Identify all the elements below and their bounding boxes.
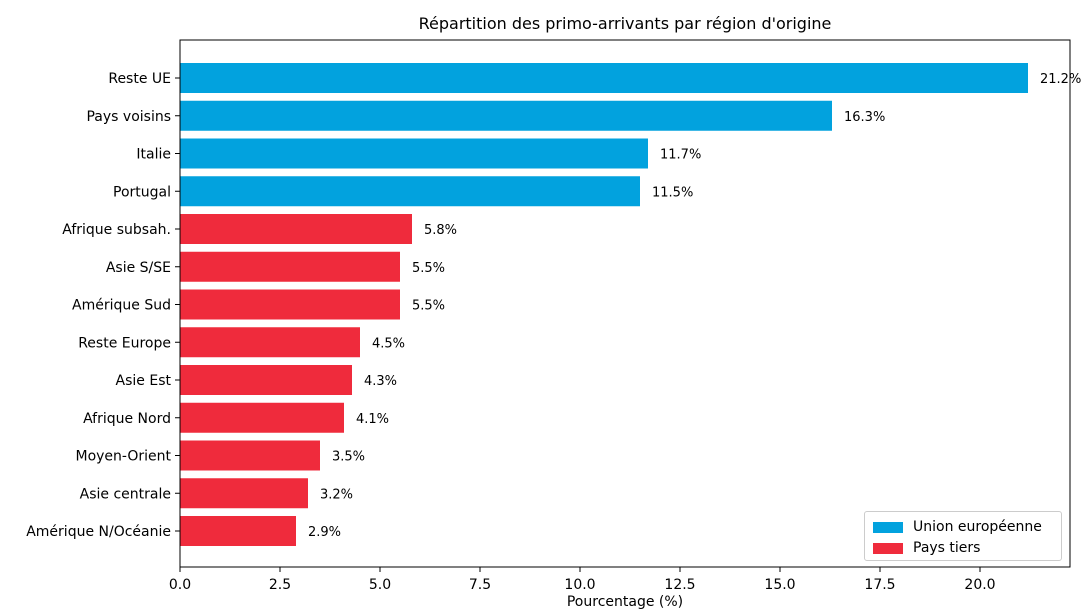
bar — [180, 478, 308, 509]
data-label: 5.8% — [424, 223, 457, 238]
data-label: 3.5% — [332, 450, 365, 465]
y-tick-label: Afrique Nord — [83, 411, 171, 427]
y-tick-label: Moyen-Orient — [76, 449, 172, 465]
bar — [180, 365, 352, 395]
bar — [180, 100, 832, 131]
bar — [180, 289, 400, 320]
y-tick-label: Afrique subsah. — [62, 222, 171, 238]
x-axis-label: Pourcentage (%) — [566, 594, 684, 610]
data-label: 5.5% — [412, 261, 445, 276]
bar — [180, 516, 296, 546]
x-tick-label: 7.5 — [469, 577, 491, 593]
x-tick-label: 0.0 — [169, 577, 191, 593]
legend-swatch-tiers — [873, 542, 903, 554]
bar — [180, 176, 640, 207]
bar — [180, 251, 400, 282]
y-tick-label: Amérique Sud — [72, 298, 171, 314]
chart-title: Répartition des primo-arrivants par régi… — [418, 14, 832, 33]
bar — [180, 402, 344, 433]
y-tick-label: Reste UE — [108, 71, 171, 87]
y-tick-label: Pays voisins — [86, 109, 171, 125]
data-label: 4.1% — [356, 412, 389, 427]
x-tick-label: 5.0 — [369, 577, 391, 593]
x-tick-label: 2.5 — [269, 577, 291, 593]
x-tick-label: 15.0 — [764, 577, 795, 593]
x-tick-label: 10.0 — [564, 577, 595, 593]
y-tick-label: Portugal — [113, 184, 171, 200]
bar — [180, 63, 1028, 93]
legend-label-tiers: Pays tiers — [913, 540, 981, 556]
bar — [180, 138, 648, 169]
y-tick-label: Italie — [136, 147, 171, 163]
data-label: 5.5% — [412, 299, 445, 314]
y-tick-label: Reste Europe — [78, 335, 171, 351]
legend-item-tiers: Pays tiers — [873, 539, 980, 557]
legend-item-eu: Union européenne — [873, 518, 1042, 536]
data-label: 16.3% — [844, 110, 885, 125]
data-label: 21.2% — [1040, 72, 1081, 87]
bar — [180, 327, 360, 358]
legend: Union européenne Pays tiers — [864, 511, 1062, 561]
data-label: 11.7% — [660, 148, 701, 163]
data-label: 11.5% — [652, 185, 693, 200]
y-tick-label: Asie centrale — [80, 486, 171, 502]
bar — [180, 214, 412, 244]
y-tick-label: Asie S/SE — [106, 260, 171, 276]
data-label: 3.2% — [320, 487, 353, 502]
data-label: 4.3% — [364, 374, 397, 389]
x-tick-label: 20.0 — [964, 577, 995, 593]
bar — [180, 440, 320, 471]
data-label: 4.5% — [372, 336, 405, 351]
legend-label-eu: Union européenne — [913, 519, 1042, 535]
plot-frame — [179, 39, 1071, 568]
x-tick-label: 17.5 — [864, 577, 895, 593]
y-tick-label: Asie Est — [116, 373, 172, 389]
x-tick-label: 12.5 — [664, 577, 695, 593]
y-tick-label: Amérique N/Océanie — [26, 524, 171, 540]
data-label: 2.9% — [308, 525, 341, 540]
legend-swatch-eu — [873, 521, 903, 533]
